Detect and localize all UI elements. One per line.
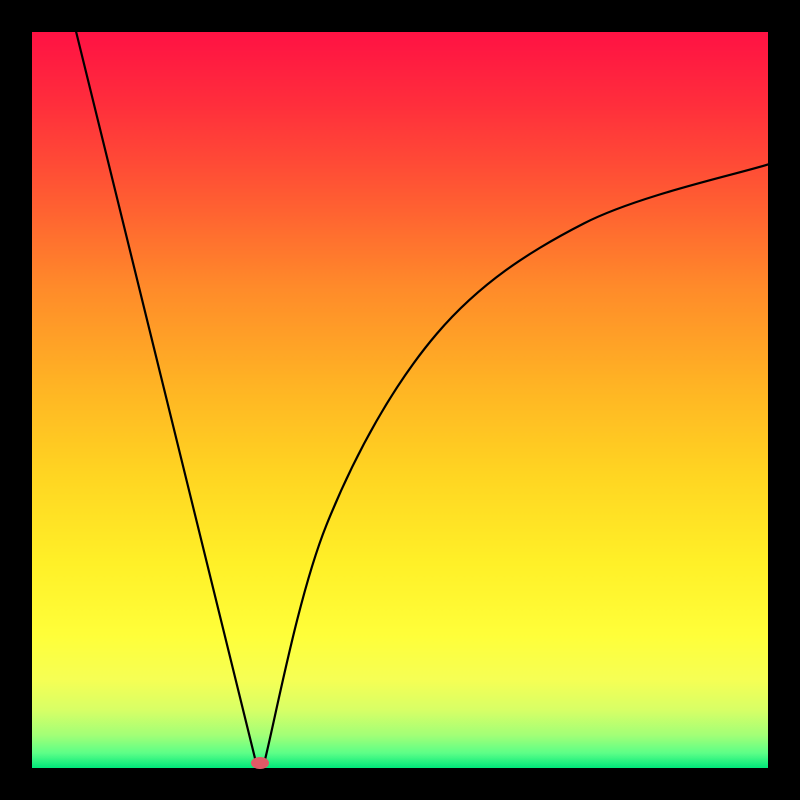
chart-root: TheBottleneck.com — [0, 0, 800, 800]
watermark-text: TheBottleneck.com — [596, 6, 784, 32]
plot-area: TheBottleneck.com — [32, 32, 768, 768]
curve-left-branch — [76, 32, 256, 764]
bottleneck-curve — [32, 32, 768, 768]
minimum-marker — [251, 757, 269, 769]
curve-right-branch — [264, 164, 768, 764]
